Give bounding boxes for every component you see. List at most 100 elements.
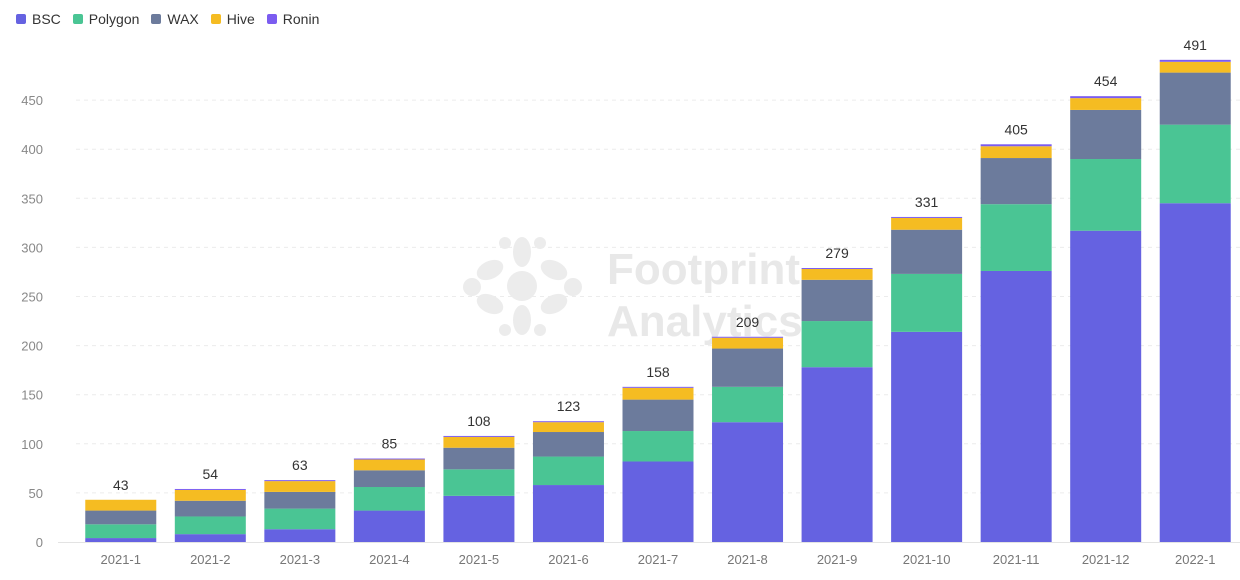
legend-item-wax[interactable]: WAX (151, 11, 199, 27)
x-tick-label: 2021-12 (1082, 552, 1130, 567)
y-tick-label: 300 (21, 240, 43, 255)
x-tick-label: 2021-2 (190, 552, 230, 567)
x-tick-label: 2021-5 (459, 552, 499, 567)
bar-segment-hive (85, 499, 157, 511)
bar-segment-bsc (1159, 203, 1231, 542)
legend-label-polygon: Polygon (88, 11, 140, 27)
bar-segment-polygon (712, 386, 784, 423)
total-labels: 43 54 63 85 108 123 158 209 279 331 405 454 491 (113, 37, 1207, 493)
bar-segment-bsc (622, 461, 694, 542)
bar-segment-bsc (1070, 230, 1142, 542)
x-axis: 2021-1 2021-2 2021-3 2021-4 2021-5 2021-6 2021… (58, 542, 1240, 567)
legend-label-bsc: BSC (32, 11, 61, 27)
legend-swatch-wax (151, 14, 162, 24)
bar-segment-ronin (891, 216, 963, 218)
bar-segment-hive (1070, 98, 1142, 110)
bar-segment-hive (353, 459, 425, 471)
bar-segment-hive (712, 337, 784, 349)
bar-segment-polygon (891, 273, 963, 332)
total-label: 331 (915, 194, 939, 210)
footprint-logo-icon (463, 237, 582, 336)
legend-swatch-ronin (266, 14, 277, 24)
total-label: 454 (1094, 73, 1118, 89)
bar-segment-hive (532, 422, 604, 433)
total-label: 43 (113, 477, 129, 493)
bar-segment-hive (174, 489, 246, 501)
y-tick-label: 250 (21, 290, 43, 305)
total-label: 491 (1184, 37, 1208, 53)
bar-segment-hive (980, 146, 1052, 159)
bar-segment-hive (622, 387, 694, 400)
bar-segment-ronin (801, 268, 873, 270)
legend-label-ronin: Ronin (282, 11, 320, 27)
bar-segment-ronin (353, 458, 425, 460)
footprint-analytics-watermark: Footprint Analytics (463, 237, 803, 346)
bar-segment-polygon (353, 487, 425, 511)
bar-segment-polygon (622, 431, 694, 462)
legend-item-ronin[interactable]: Ronin (266, 11, 320, 27)
total-label: 108 (467, 413, 491, 429)
total-label: 85 (382, 436, 398, 452)
y-tick-label: 200 (21, 339, 43, 354)
x-tick-label: 2021-8 (727, 552, 767, 567)
bar-segment-bsc (353, 510, 425, 542)
bar-segment-polygon (1070, 159, 1142, 231)
legend-label-hive: Hive (226, 11, 255, 27)
watermark-line1: Footprint (607, 245, 800, 294)
y-tick-label: 0 (36, 535, 43, 550)
total-label: 279 (825, 245, 849, 261)
y-tick-label: 150 (21, 388, 43, 403)
legend-item-polygon[interactable]: Polygon (72, 11, 140, 27)
bar-segment-bsc (532, 485, 604, 542)
total-label: 158 (646, 364, 670, 380)
bar-segment-wax (532, 432, 604, 457)
bar-segment-wax (1070, 109, 1142, 160)
total-label: 54 (203, 466, 219, 482)
x-tick-label: 2021-11 (993, 552, 1040, 567)
bars (85, 59, 1231, 542)
x-tick-label: 2021-9 (817, 552, 857, 567)
bar-segment-wax (622, 399, 694, 432)
bar-segment-wax (1159, 72, 1231, 125)
bar-segment-wax (712, 348, 784, 387)
bar-segment-ronin (712, 336, 784, 338)
bar-segment-ronin (532, 421, 604, 423)
bar-segment-polygon (532, 456, 604, 486)
x-tick-label: 2021-4 (369, 552, 409, 567)
x-tick-label: 2021-1 (101, 552, 141, 567)
legend-label-wax: WAX (167, 11, 199, 27)
bar-segment-wax (443, 447, 515, 470)
legend-item-bsc[interactable]: BSC (16, 11, 61, 27)
legend-swatch-polygon (72, 14, 83, 24)
legend-item-hive[interactable]: Hive (210, 11, 255, 27)
legend-swatch-hive (210, 14, 221, 24)
bar-segment-bsc (980, 270, 1052, 542)
bar-segment-wax (891, 229, 963, 274)
bar-segment-polygon (174, 516, 246, 535)
bar-segment-polygon (980, 204, 1052, 271)
total-label: 123 (557, 398, 581, 414)
bar-segment-polygon (264, 508, 336, 530)
x-tick-label: 2021-6 (548, 552, 588, 567)
legend-swatch-bsc (16, 14, 26, 24)
bar-segment-bsc (801, 367, 873, 542)
bar-segment-hive (264, 481, 336, 492)
y-tick-label: 350 (21, 191, 43, 206)
bar-segment-wax (264, 491, 336, 509)
bar-segment-hive (801, 269, 873, 280)
bar-segment-polygon (443, 469, 515, 496)
bar-segment-hive (1159, 61, 1231, 73)
bar-segment-wax (980, 158, 1052, 205)
bar-segment-ronin (264, 480, 336, 482)
bar-segment-ronin (622, 386, 694, 388)
bar-segment-bsc (712, 422, 784, 542)
bar-segment-hive (891, 217, 963, 230)
bar-segment-polygon (1159, 124, 1231, 204)
bar-segment-wax (801, 279, 873, 322)
bar-segment-hive (443, 436, 515, 448)
chart-legend: BSC Polygon WAX Hive Ronin (16, 11, 319, 27)
bar-segment-polygon (801, 321, 873, 368)
bar-segment-bsc (174, 534, 246, 542)
bar-segment-wax (174, 500, 246, 517)
